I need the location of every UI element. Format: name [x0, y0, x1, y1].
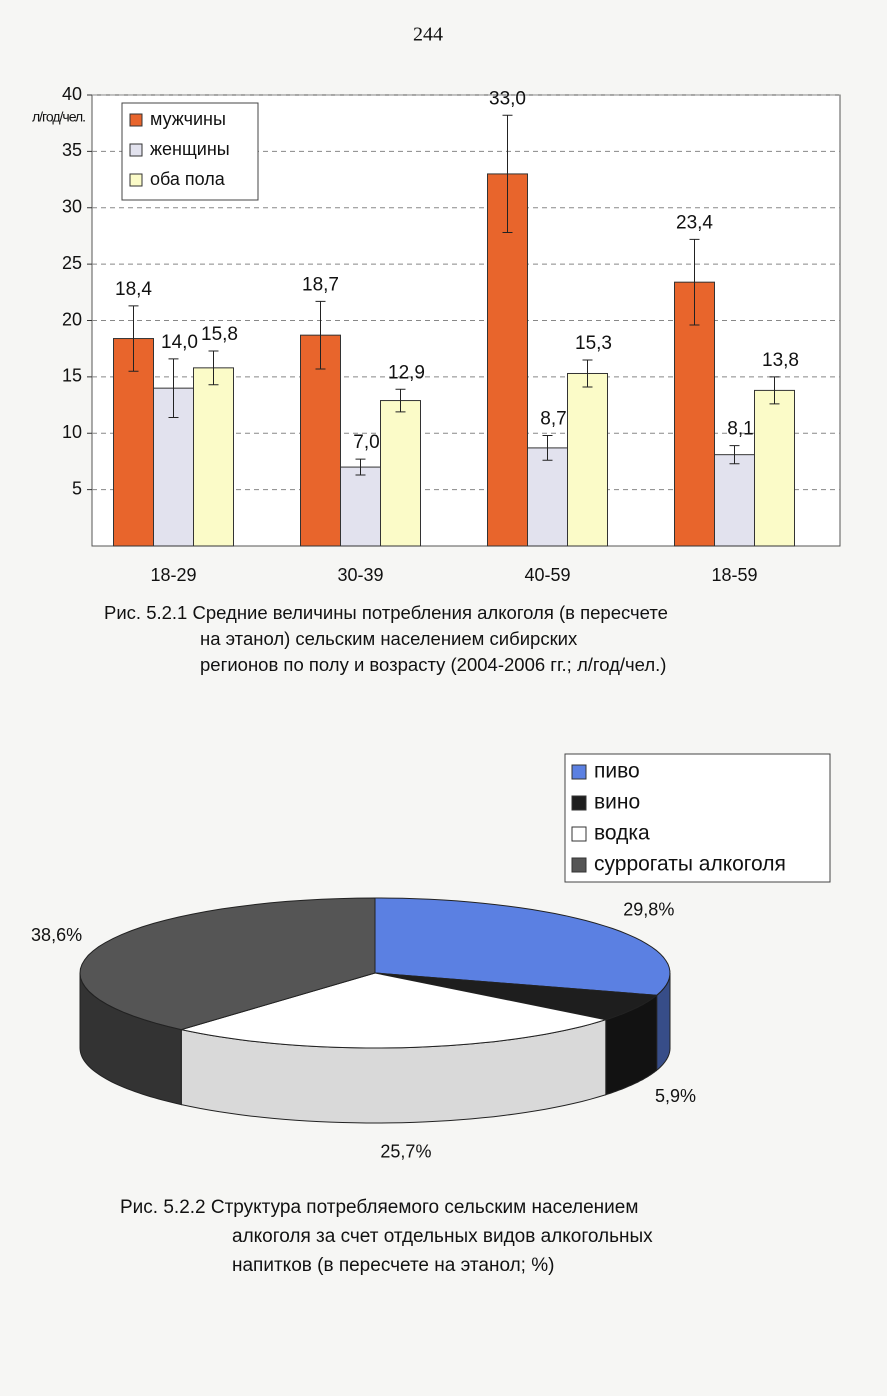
bar [754, 389, 795, 547]
bar [714, 454, 755, 547]
legend-label: мужчины [150, 109, 226, 129]
y-tick-label: 40 [62, 84, 82, 104]
legend-label: вино [594, 791, 640, 814]
error-bar [208, 350, 219, 386]
legend-label: водка [594, 822, 650, 845]
y-tick-label: 15 [62, 366, 82, 386]
x-tick-label: 40-59 [524, 565, 570, 585]
value-label: 5,9% [655, 1086, 696, 1106]
bar [193, 367, 234, 547]
pie-slice [374, 972, 659, 1021]
value-label: 18,7 [302, 274, 339, 295]
value-label: 13,8 [762, 350, 799, 371]
value-label: 38,6% [31, 925, 82, 945]
y-tick-label: 35 [62, 140, 82, 160]
bar [380, 400, 421, 547]
bar [567, 372, 608, 547]
page-number: 244 [413, 24, 443, 46]
legend-swatch [571, 857, 587, 873]
value-label: 12,9 [388, 362, 425, 383]
value-label: 15,3 [575, 333, 612, 354]
legend [564, 753, 831, 883]
legend-swatch [129, 113, 143, 127]
legend-swatch [129, 143, 143, 157]
bar [113, 338, 154, 547]
bar [674, 281, 715, 547]
x-tick-label: 18-29 [150, 565, 196, 585]
caption: Рис. 5.2.1 Средние величины потребления … [104, 602, 668, 623]
value-label: 18,4 [115, 279, 152, 300]
value-label: 15,8 [201, 324, 238, 345]
value-label: 8,1 [727, 419, 753, 440]
pie-slice [374, 897, 671, 996]
error-bar [542, 435, 553, 461]
error-bar [769, 376, 780, 405]
value-label: 25,7% [380, 1141, 431, 1161]
legend-label: оба пола [150, 169, 226, 189]
caption: Рис. 5.2.2 Структура потребляемого сельс… [120, 1197, 638, 1218]
x-tick-label: 18-59 [711, 565, 757, 585]
y-tick-label: 30 [62, 197, 82, 217]
y-tick-label: 10 [62, 422, 82, 442]
value-label: 7,0 [353, 432, 379, 453]
legend-label: пиво [594, 760, 640, 783]
error-bar [168, 358, 179, 418]
error-bar [128, 305, 139, 372]
error-bar [582, 359, 593, 388]
caption: напитков (в пересчете на этанол; %) [232, 1255, 554, 1276]
x-tick-label: 30-39 [337, 565, 383, 585]
caption: алкоголя за счет отдельных видов алкогол… [232, 1226, 653, 1247]
pie-slice [181, 972, 606, 1049]
y-tick-label: 5 [72, 478, 82, 498]
legend-swatch [571, 826, 587, 842]
legend-label: суррогаты алкоголя [594, 853, 786, 876]
legend-swatch [571, 764, 587, 780]
bar [487, 173, 528, 547]
value-label: 33,0 [489, 88, 526, 109]
caption: на этанол) сельским населением сибирских [200, 628, 578, 649]
error-bar [502, 114, 513, 234]
error-bar [315, 300, 326, 370]
value-label: 29,8% [623, 900, 674, 920]
y-tick-label: 25 [62, 253, 82, 273]
bar [300, 334, 341, 547]
legend-swatch [571, 795, 587, 811]
bar [340, 466, 381, 547]
error-bar [395, 388, 406, 413]
error-bar [355, 458, 366, 476]
bar [527, 447, 568, 547]
legend [121, 102, 259, 201]
value-label: 8,7 [540, 409, 566, 430]
pie-slice [79, 897, 376, 1031]
value-label: 14,0 [161, 332, 198, 353]
value-label: 23,4 [676, 212, 713, 233]
legend-label: женщины [150, 139, 230, 159]
caption: регионов по полу и возрасту (2004-2006 г… [200, 654, 666, 675]
error-bar [689, 238, 700, 326]
error-bar [729, 445, 740, 465]
y-axis-label: л/год/чел. [32, 109, 85, 125]
y-tick-label: 20 [62, 309, 82, 329]
legend-swatch [129, 173, 143, 187]
